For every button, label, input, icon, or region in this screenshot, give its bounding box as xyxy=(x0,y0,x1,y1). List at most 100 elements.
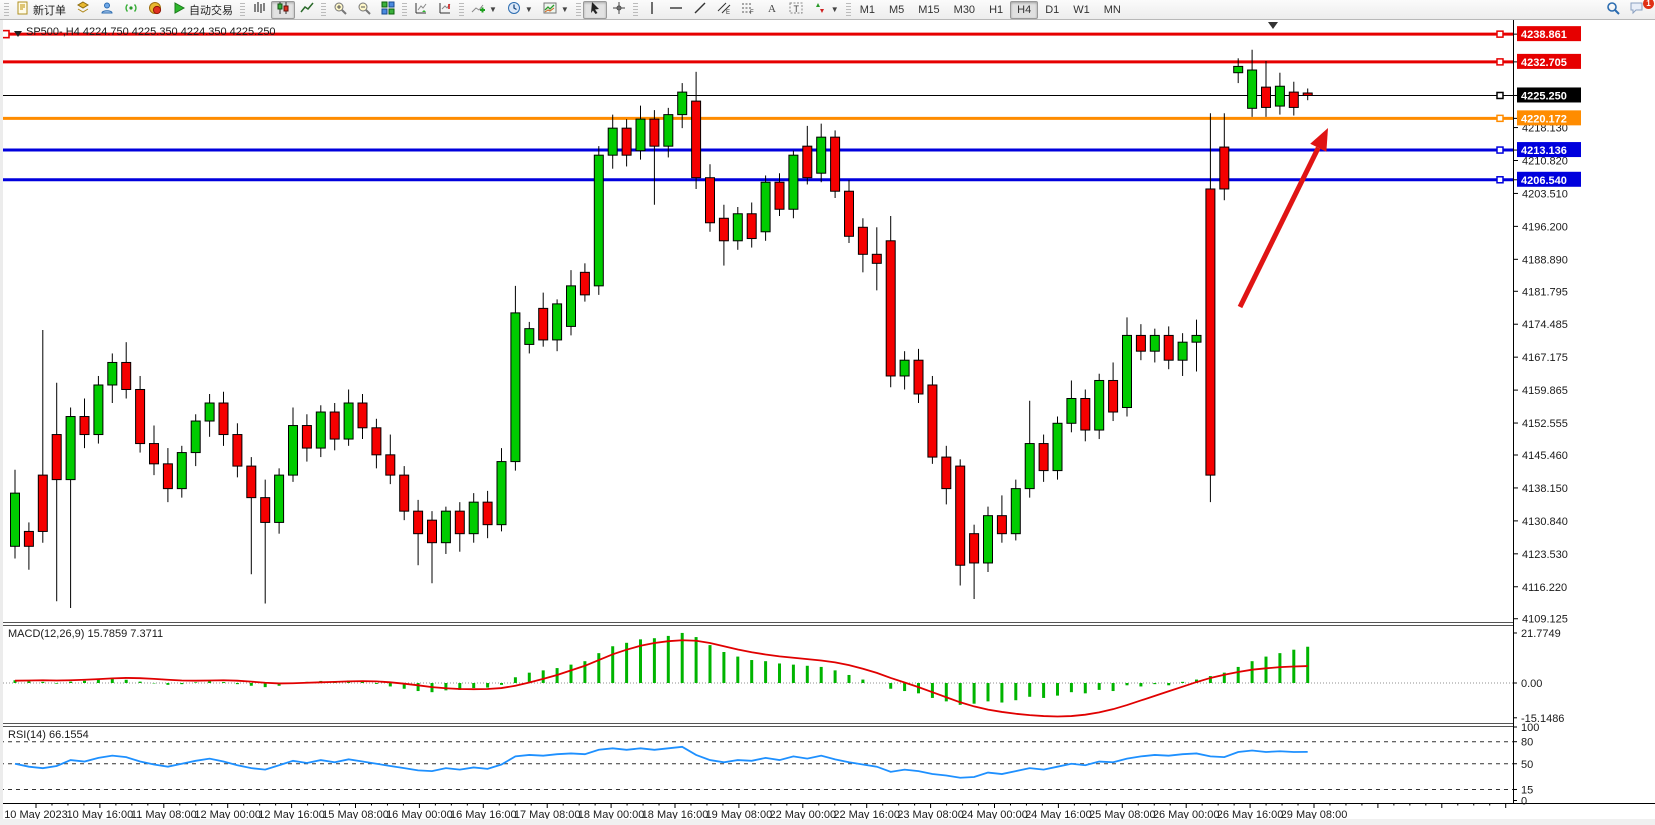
bars-icon xyxy=(252,1,266,18)
rsi-pane[interactable] xyxy=(0,741,1513,790)
crosshair-icon xyxy=(612,1,626,18)
candle xyxy=(329,411,340,440)
new-order-button[interactable]: 新订单 xyxy=(11,1,71,19)
arrows-button[interactable]: ▼ xyxy=(808,1,844,19)
macd-pane[interactable] xyxy=(0,632,1513,718)
crosshair-button[interactable] xyxy=(607,1,631,19)
candles-layer xyxy=(10,49,1313,609)
price-axis[interactable]: 4218.130 4210.820 4203.510 4196.200 4188.890… xyxy=(0,20,1655,808)
title-collapse-icon[interactable] xyxy=(14,31,22,37)
candle xyxy=(705,177,715,224)
trendline-icon xyxy=(693,1,707,18)
candle xyxy=(51,434,62,481)
hline-handle[interactable] xyxy=(1496,114,1504,123)
timeframe-MN[interactable]: MN xyxy=(1103,3,1121,16)
trendline-button[interactable] xyxy=(688,1,712,19)
candle xyxy=(538,307,549,341)
candle xyxy=(176,452,187,490)
pane-splitter[interactable] xyxy=(0,723,1655,727)
tile-windows-button[interactable] xyxy=(376,1,400,19)
timeframe-W1[interactable]: W1 xyxy=(1073,3,1090,16)
template-button[interactable]: ▼ xyxy=(538,1,574,19)
svg-text:E: E xyxy=(726,10,730,15)
timeframe-D1[interactable]: D1 xyxy=(1045,3,1060,16)
timeframe-H4[interactable]: H4 xyxy=(1010,0,1039,19)
horizontal-line-button[interactable] xyxy=(664,1,688,19)
autotrade-button[interactable]: 自动交易 xyxy=(167,1,238,19)
candle xyxy=(1066,398,1077,424)
zoom-out-button[interactable] xyxy=(352,1,376,19)
candle xyxy=(552,303,563,341)
candle xyxy=(579,271,590,296)
add-indicator-button[interactable]: ▼ xyxy=(466,1,502,19)
timeframe-H1[interactable]: H1 xyxy=(989,3,1004,16)
svg-text:4220.172: 4220.172 xyxy=(1521,113,1567,125)
text-button[interactable]: A xyxy=(760,1,784,19)
line-chart-button[interactable] xyxy=(295,1,319,19)
timeframe-M15[interactable]: M15 xyxy=(918,3,940,16)
main-price-pane[interactable] xyxy=(0,22,1513,609)
chart-shift-button[interactable] xyxy=(433,1,457,19)
label-button[interactable]: T xyxy=(784,1,808,19)
candle xyxy=(649,118,660,147)
community-icon-button[interactable] xyxy=(95,1,119,19)
chevron-down-icon: ▼ xyxy=(524,5,533,14)
fibonacci-button[interactable]: F xyxy=(736,1,760,19)
scroll-marker-icon[interactable] xyxy=(1268,22,1278,29)
periods-button[interactable]: ▼ xyxy=(502,1,538,19)
candle xyxy=(413,510,424,535)
candle xyxy=(857,226,868,255)
candle xyxy=(1261,86,1271,108)
svg-text:0.00: 0.00 xyxy=(1521,678,1542,690)
candle xyxy=(996,515,1007,535)
toolbar-grip xyxy=(402,2,407,17)
candle xyxy=(593,154,604,287)
timeframe-M5[interactable]: M5 xyxy=(888,3,905,16)
hline-handle[interactable] xyxy=(1496,91,1504,100)
zoom-in-button[interactable] xyxy=(328,1,352,19)
vertical-line-button[interactable] xyxy=(640,1,664,19)
market-icon-button[interactable] xyxy=(143,1,167,19)
timeframe-M1[interactable]: M1 xyxy=(859,3,875,16)
fibo-icon: F xyxy=(741,1,755,18)
svg-text:4210.820: 4210.820 xyxy=(1522,155,1568,167)
labelT-icon: T xyxy=(789,1,803,18)
svg-text:16 May 00:00: 16 May 00:00 xyxy=(386,809,453,821)
layers-icon-button[interactable] xyxy=(71,1,95,19)
candle xyxy=(774,181,785,210)
autoscroll-icon xyxy=(414,1,428,18)
signals-icon-button[interactable] xyxy=(119,1,143,19)
hline-handle[interactable] xyxy=(1496,146,1504,154)
hline-handle[interactable] xyxy=(1496,176,1504,184)
svg-text:10 May 16:00: 10 May 16:00 xyxy=(67,809,134,821)
auto-scroll-button[interactable] xyxy=(409,1,433,19)
candle xyxy=(135,388,146,445)
toolbar-grip xyxy=(4,2,9,17)
candle xyxy=(1135,334,1146,352)
timeframe-M30[interactable]: M30 xyxy=(953,3,976,16)
candle xyxy=(621,127,632,156)
template-icon xyxy=(543,1,557,18)
hline-handle[interactable] xyxy=(1496,58,1504,66)
notifications-button[interactable]: 1 xyxy=(1625,0,1654,19)
hline-left-handle[interactable] xyxy=(1,29,10,39)
svg-text:A: A xyxy=(768,3,776,15)
svg-text:4138.150: 4138.150 xyxy=(1522,483,1568,495)
svg-text:21.7749: 21.7749 xyxy=(1521,628,1561,640)
channel-button[interactable]: E xyxy=(712,1,736,19)
svg-text:12 May 16:00: 12 May 16:00 xyxy=(258,809,325,821)
candlestick-chart-button[interactable] xyxy=(271,0,295,19)
pane-splitter[interactable] xyxy=(0,622,1655,626)
cursor-button[interactable] xyxy=(582,0,607,19)
new-order-button-label: 新订单 xyxy=(33,4,66,17)
hline-handle[interactable] xyxy=(1496,30,1504,38)
candle xyxy=(844,190,854,237)
notification-badge: 1 xyxy=(1643,0,1654,9)
trend-arrow[interactable] xyxy=(1237,128,1328,309)
search-button[interactable] xyxy=(1601,1,1625,19)
bar-chart-button[interactable] xyxy=(247,1,271,19)
community-icon xyxy=(100,1,114,18)
order-icon xyxy=(16,1,30,18)
